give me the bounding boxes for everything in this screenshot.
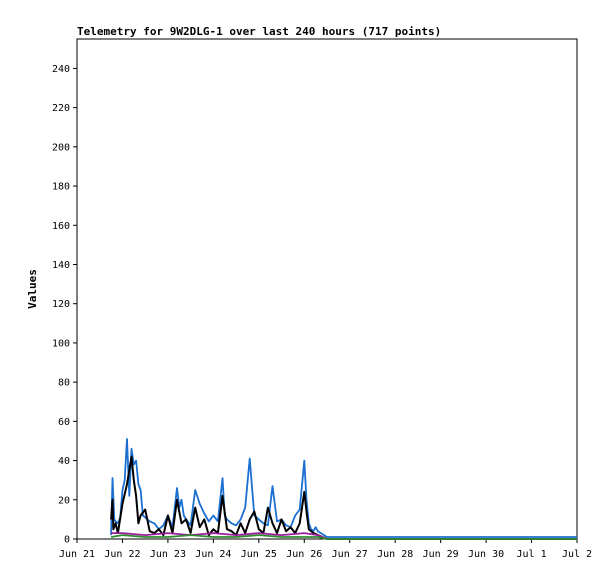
y-tick-label: 160 [52, 221, 70, 232]
x-tick-label: Jun 25 [241, 549, 277, 560]
plot-frame [76, 38, 578, 540]
series-line-1 [110, 455, 577, 540]
y-tick-label: 20 [58, 495, 70, 506]
x-tick-label: Jun 24 [195, 549, 231, 560]
y-tick-label: 40 [58, 456, 70, 467]
x-tick-label: Jun 21 [59, 549, 95, 560]
y-tick-label: 60 [58, 417, 70, 428]
chart-title: Telemetry for 9W2DLG-1 over last 240 hou… [77, 25, 441, 38]
series-line-0 [110, 438, 577, 538]
x-tick-label: Jun 23 [150, 549, 186, 560]
series-line-2 [111, 532, 577, 540]
x-tick-label: Jun 22 [104, 549, 140, 560]
y-tick-label: 140 [52, 260, 70, 271]
y-tick-label: 180 [52, 182, 70, 193]
x-tick-label: Jul 1 [516, 549, 546, 560]
y-tick-label: 120 [52, 299, 70, 310]
y-axis: 0 20 40 60 80 100 120 140 160 180 200 220 240 [52, 64, 77, 546]
y-tick-label: 240 [52, 64, 70, 75]
y-tick-label: 0 [64, 535, 70, 546]
y-tick-label: 200 [52, 142, 70, 153]
y-tick-label: 100 [52, 338, 70, 349]
series-layer [110, 438, 577, 540]
series-line-3 [110, 534, 577, 540]
x-tick-label: Jun 26 [286, 549, 322, 560]
y-tick-label: 80 [58, 378, 70, 389]
x-tick-label: Jun 30 [468, 549, 504, 560]
x-tick-label: Jun 27 [332, 549, 368, 560]
x-tick-label: Jul 2 [562, 549, 592, 560]
y-axis-label: Values [26, 269, 39, 309]
x-tick-label: Jun 28 [377, 549, 413, 560]
x-tick-label: Jun 29 [423, 549, 459, 560]
y-tick-label: 220 [52, 103, 70, 114]
x-axis: Jun 21 Jun 22 Jun 23 Jun 24 Jun 25 Jun 26 Jun … [59, 539, 592, 560]
